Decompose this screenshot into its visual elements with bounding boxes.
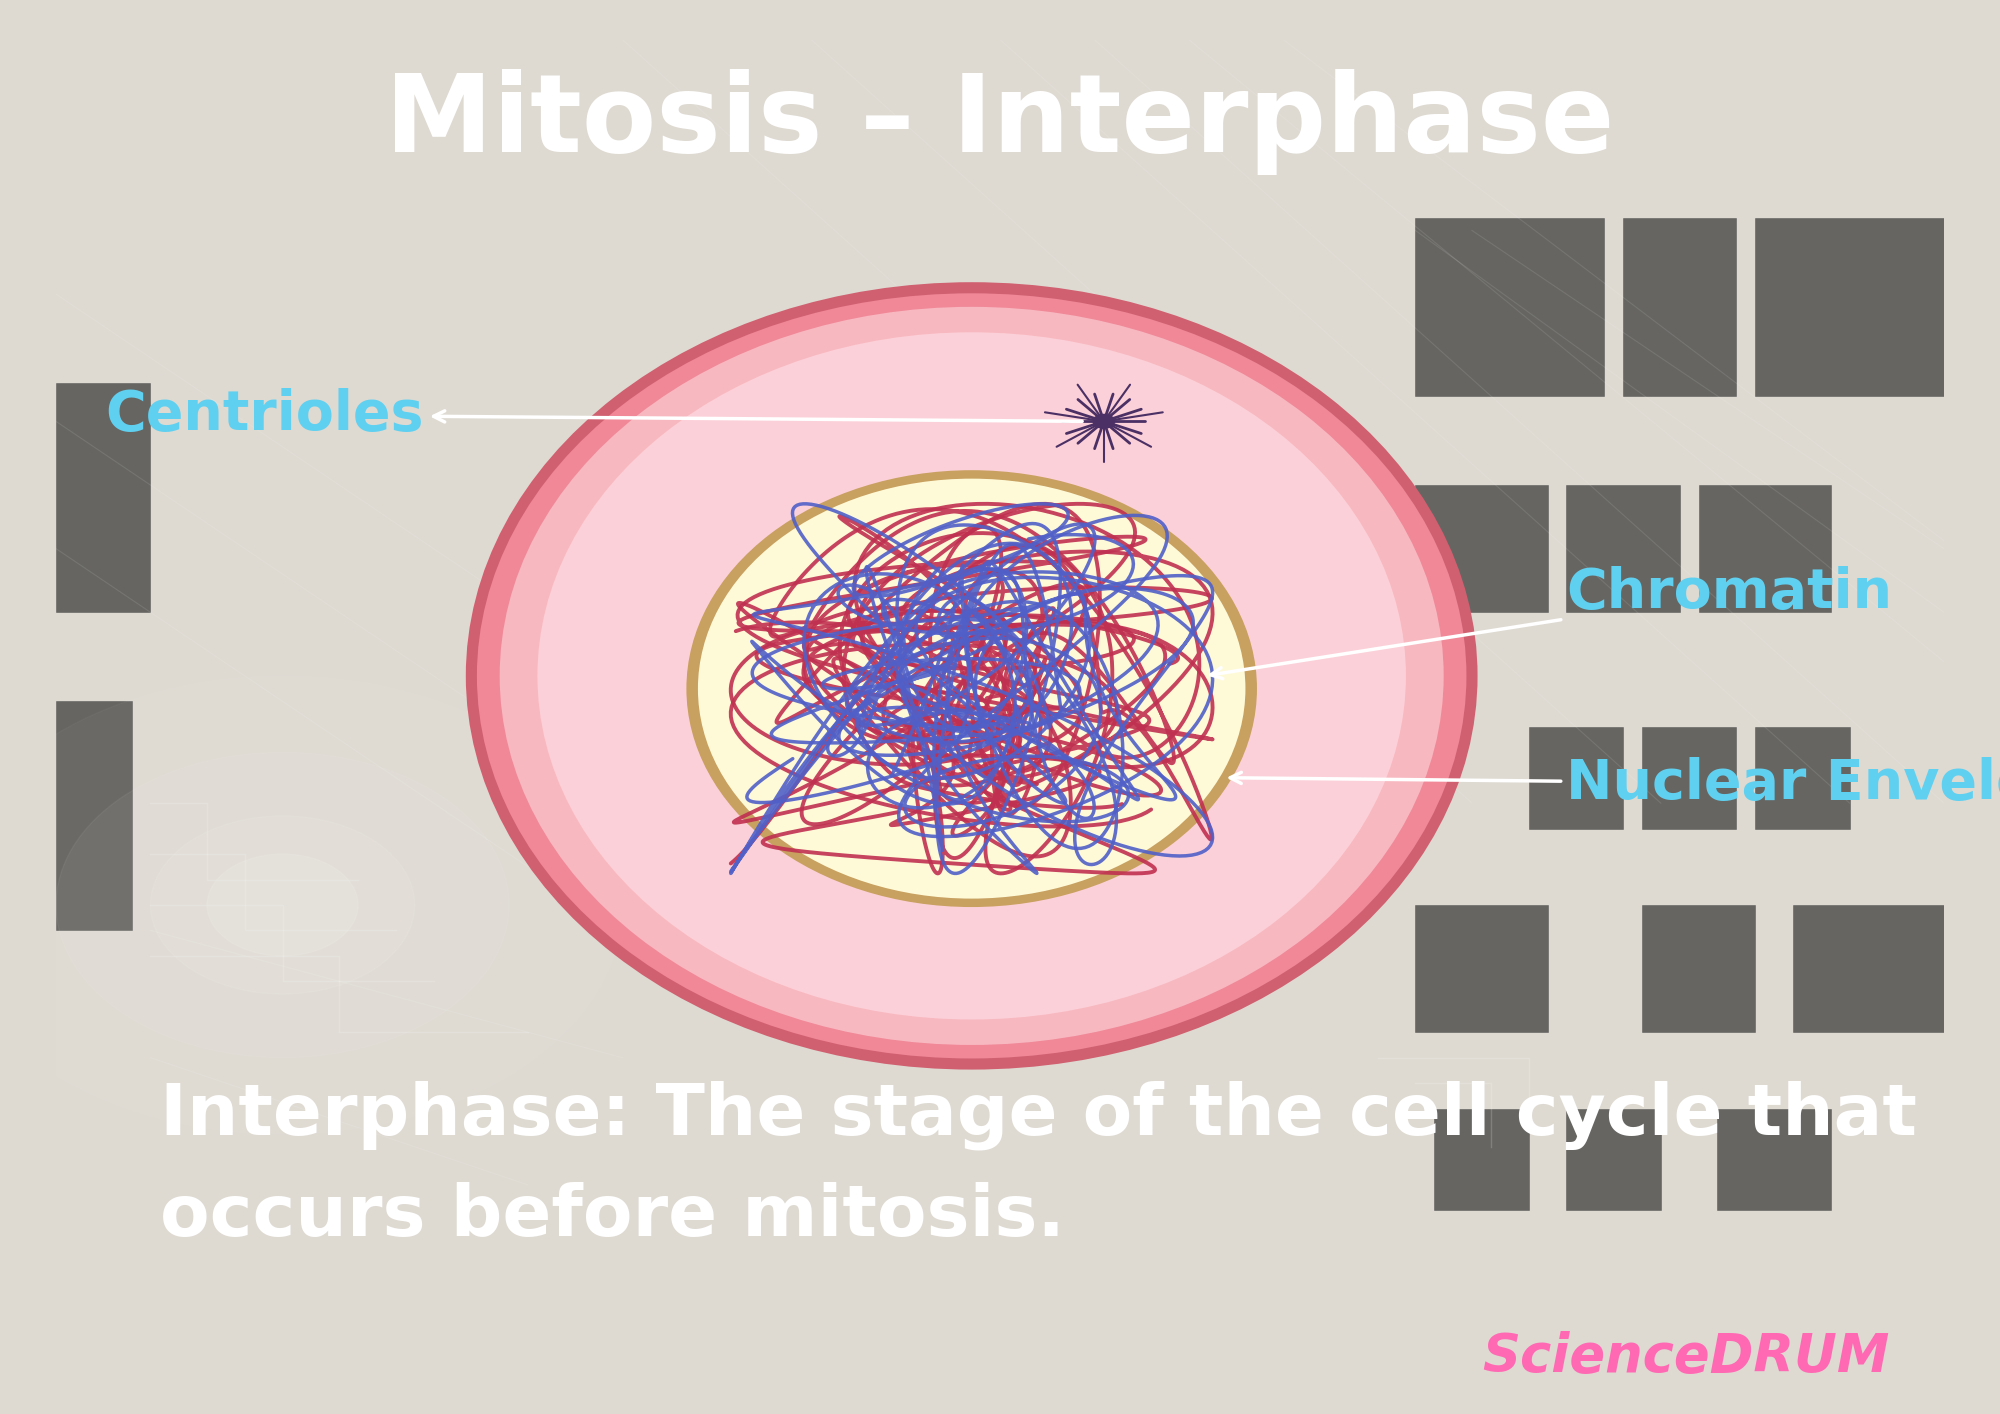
Bar <box>1698 485 1830 612</box>
Bar <box>1566 1109 1660 1210</box>
Bar <box>1756 218 1944 396</box>
Bar <box>56 701 132 930</box>
Bar <box>1416 218 1604 396</box>
Ellipse shape <box>538 332 1406 1019</box>
Ellipse shape <box>698 478 1246 899</box>
Text: Nuclear Envelope: Nuclear Envelope <box>1230 756 2000 812</box>
Circle shape <box>56 752 510 1058</box>
Bar <box>1416 905 1548 1032</box>
Ellipse shape <box>472 287 1472 1063</box>
Bar <box>1718 1109 1830 1210</box>
Bar <box>1792 905 1944 1032</box>
Circle shape <box>150 816 414 994</box>
Text: occurs before mitosis.: occurs before mitosis. <box>160 1182 1064 1251</box>
Ellipse shape <box>500 307 1444 1045</box>
Bar <box>1528 727 1624 829</box>
Circle shape <box>1092 414 1116 428</box>
Bar <box>56 383 150 612</box>
Circle shape <box>208 854 358 956</box>
Bar <box>1624 218 1736 396</box>
Text: Interphase: The stage of the cell cycle that: Interphase: The stage of the cell cycle … <box>160 1080 1916 1150</box>
Bar <box>1416 485 1548 612</box>
Bar <box>1756 727 1850 829</box>
Ellipse shape <box>688 472 1254 905</box>
Bar <box>1434 1109 1528 1210</box>
Bar <box>1642 727 1736 829</box>
Text: ScienceDRUM: ScienceDRUM <box>1482 1331 1890 1383</box>
Text: Chromatin: Chromatin <box>1210 566 1892 679</box>
Text: Mitosis – Interphase: Mitosis – Interphase <box>386 69 1614 175</box>
Text: Centrioles: Centrioles <box>106 387 1082 443</box>
Bar <box>1642 905 1756 1032</box>
Bar <box>1566 485 1680 612</box>
